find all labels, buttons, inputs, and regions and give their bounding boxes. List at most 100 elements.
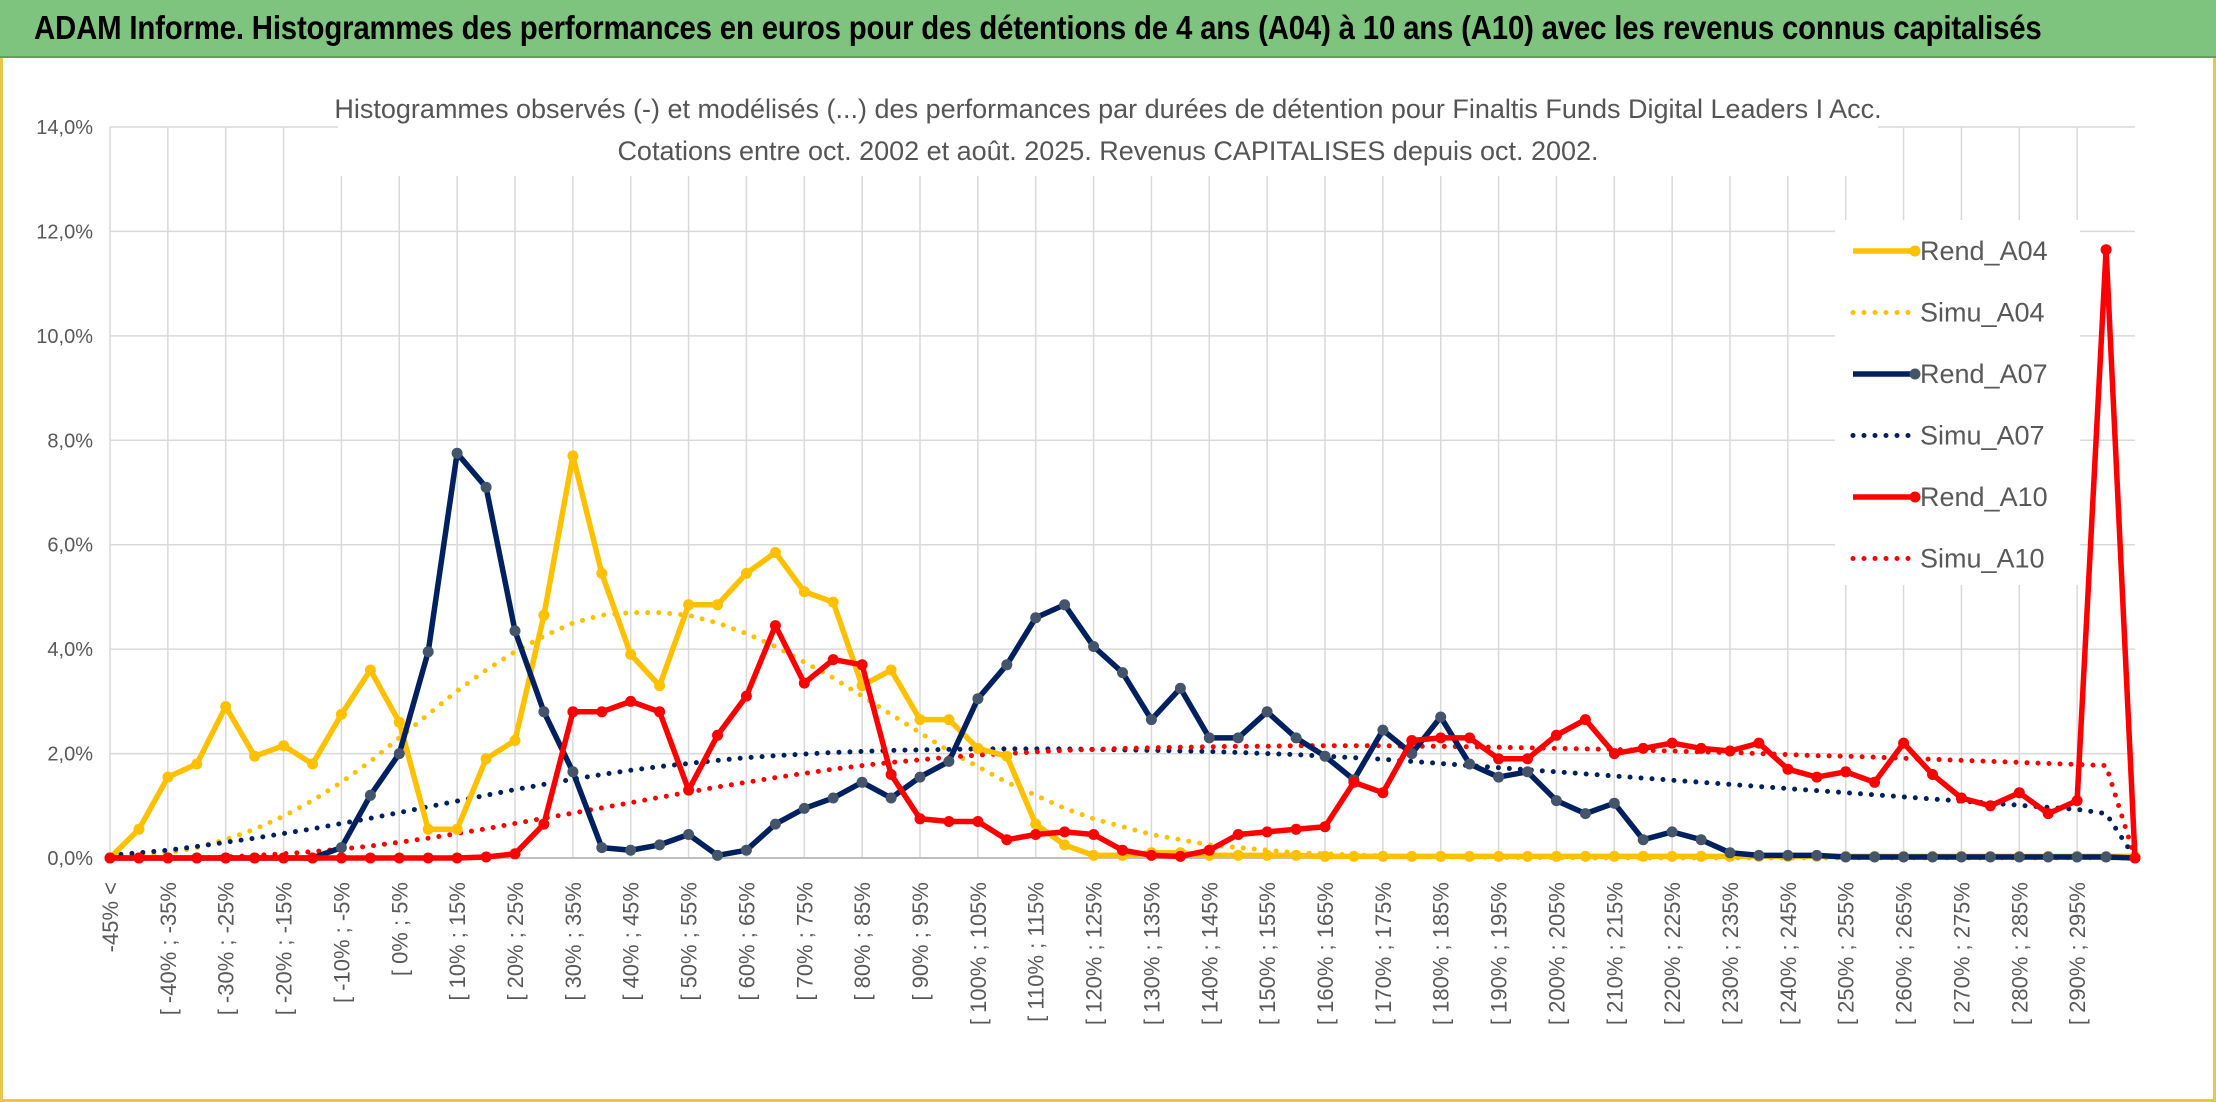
x-tick-label: [ 40% ; 45%	[619, 882, 644, 1001]
report-banner: ADAM Informe. Histogrammes des performan…	[0, 0, 2216, 58]
x-tick-label: [ 110% ; 115%	[1024, 882, 1049, 1022]
data-point	[1637, 834, 1649, 846]
data-point	[1550, 850, 1562, 862]
legend-label: Rend_A07	[1920, 359, 2048, 389]
legend-label: Rend_A04	[1920, 236, 2048, 266]
data-point	[364, 664, 376, 676]
data-point	[914, 813, 926, 825]
data-point	[1608, 850, 1620, 862]
data-point	[364, 852, 376, 864]
data-point	[596, 842, 608, 854]
data-point	[1493, 753, 1505, 765]
data-point	[1145, 714, 1157, 726]
data-point	[1493, 771, 1505, 783]
x-tick-label: [ 210% ; 215%	[1602, 882, 1627, 1025]
data-point	[2071, 851, 2083, 863]
legend-label: Simu_A10	[1920, 544, 2045, 574]
data-point	[1522, 766, 1533, 778]
data-point	[1666, 850, 1678, 862]
data-point	[625, 695, 637, 707]
x-tick-label: [ 150% ; 155%	[1255, 882, 1280, 1025]
data-point	[769, 620, 781, 632]
x-tick-label: [ 30% ; 35%	[561, 882, 586, 1001]
data-point	[683, 784, 695, 796]
data-point	[335, 852, 347, 864]
y-axis-tick-labels: 0,0% 2,0% 4,0% 6,0% 8,0% 10,0% 12,0% 14,0%	[36, 117, 93, 870]
x-tick-label: [ 180% ; 185%	[1429, 882, 1454, 1025]
data-point	[1869, 851, 1881, 863]
data-point	[1955, 851, 1967, 863]
x-tick-label: [ -20% ; -15%	[272, 882, 297, 1015]
series-simu-a07	[107, 746, 2138, 861]
x-tick-label: -45% <	[98, 882, 123, 952]
data-point	[1753, 737, 1765, 749]
data-point	[480, 851, 492, 863]
data-point	[422, 823, 434, 835]
x-tick-label: [ 100% ; 105%	[966, 882, 991, 1025]
data-point	[712, 599, 723, 611]
data-point	[885, 769, 897, 780]
data-point	[1001, 750, 1013, 762]
chart-subtitle: Cotations entre oct. 2002 et août. 2025.…	[617, 136, 1598, 166]
data-point	[972, 693, 984, 705]
data-point	[162, 852, 174, 864]
data-point	[1724, 745, 1736, 757]
data-point	[1898, 851, 1910, 863]
data-point	[335, 842, 347, 854]
data-point	[856, 776, 868, 788]
data-point	[1348, 850, 1360, 862]
data-point	[769, 547, 781, 558]
data-point	[451, 447, 463, 459]
data-point	[625, 648, 637, 660]
data-point	[1695, 834, 1707, 846]
data-point	[740, 844, 752, 856]
data-point	[2100, 851, 2112, 863]
report-title: ADAM Informe. Histogrammes des performan…	[34, 9, 2042, 46]
x-tick-label: [ 190% ; 195%	[1487, 882, 1512, 1025]
data-point	[683, 829, 695, 840]
x-tick-label: [ 140% ; 145%	[1197, 882, 1222, 1025]
series-line	[107, 610, 2138, 861]
data-point	[1550, 729, 1562, 741]
data-point	[914, 714, 926, 726]
data-point	[2042, 808, 2054, 820]
data-point	[1001, 659, 1013, 671]
data-point	[1377, 724, 1389, 736]
data-point	[683, 599, 695, 611]
series-line	[107, 746, 2138, 861]
x-tick-label: [ 160% ; 165%	[1313, 882, 1338, 1025]
data-point	[307, 852, 318, 864]
data-point	[943, 714, 955, 726]
data-point	[509, 735, 521, 746]
data-point	[1145, 849, 1157, 861]
legend-item: Rend_A04	[1853, 236, 2048, 266]
legend-item: Simu_A10	[1850, 544, 2045, 574]
x-tick-label: [ 290% ; 295%	[2065, 882, 2090, 1025]
x-tick-label: [ 70% ; 75%	[792, 882, 817, 1001]
data-point	[480, 753, 492, 765]
chart-frame	[0, 58, 2216, 1102]
data-point	[538, 706, 550, 718]
data-point	[1550, 795, 1562, 807]
data-point	[1319, 750, 1331, 762]
data-point	[1724, 847, 1736, 859]
x-tick-label: [ 0% ; 5%	[387, 882, 412, 976]
data-point	[2071, 795, 2083, 807]
data-point	[885, 664, 897, 676]
data-point	[133, 852, 145, 864]
data-point	[798, 586, 810, 598]
data-point	[596, 706, 608, 718]
data-point	[393, 716, 405, 728]
data-point	[885, 792, 897, 804]
data-point	[1898, 737, 1910, 749]
y-tick-label: 0,0%	[47, 848, 93, 870]
data-point	[1088, 641, 1100, 652]
data-point	[249, 852, 261, 864]
data-point	[1435, 850, 1447, 862]
data-point	[1261, 706, 1273, 718]
data-point	[1522, 850, 1533, 862]
y-tick-label: 8,0%	[47, 430, 93, 452]
legend-marker	[1909, 491, 1921, 503]
x-tick-label: [ -10% ; -5%	[329, 882, 354, 1003]
y-tick-label: 2,0%	[47, 744, 93, 766]
